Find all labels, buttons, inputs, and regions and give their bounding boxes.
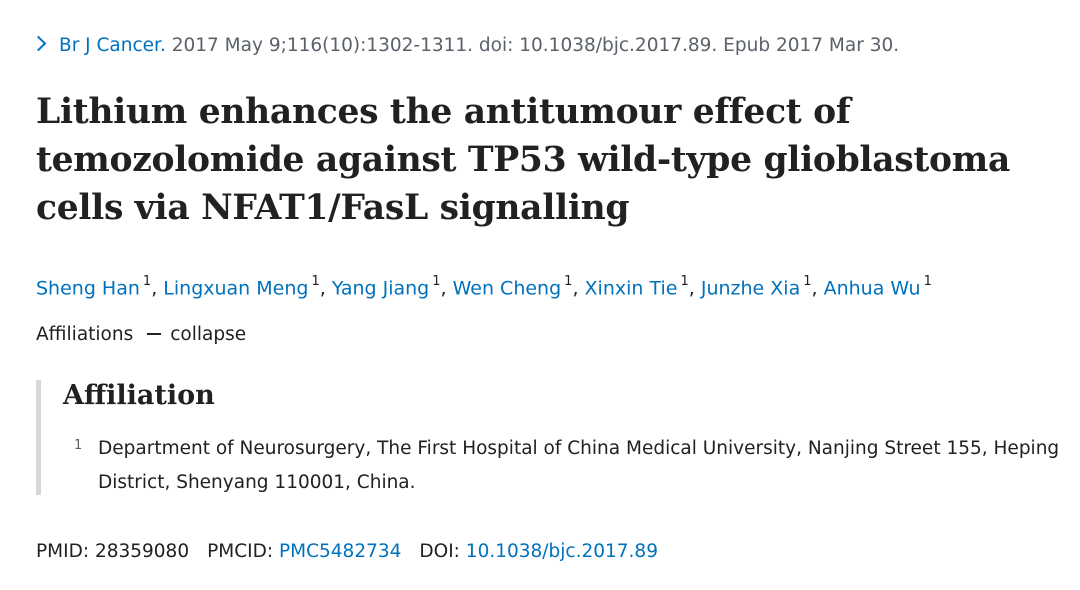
affiliation-heading: Affiliation [63, 380, 215, 411]
affiliations-toggle[interactable]: Affiliations collapse [36, 322, 246, 348]
author-link[interactable]: Anhua Wu [823, 277, 921, 300]
article-title: Lithium enhances the antitumour effect o… [36, 92, 1011, 228]
author-separator: , [811, 277, 824, 300]
citation-details: 2017 May 9;116(10):1302-1311. doi: 10.10… [165, 35, 900, 56]
author-link[interactable]: Wen Cheng [452, 277, 562, 300]
author-list: Sheng Han 1, Lingxuan Meng 1, Yang Jiang 1,… [36, 270, 932, 302]
collapse-button[interactable]: collapse [170, 324, 247, 345]
author-link[interactable]: Yang Jiang [331, 277, 430, 300]
chevron-right-icon[interactable] [30, 35, 47, 52]
author-affiliation-ref[interactable]: 1 [680, 274, 689, 289]
citation-line: Br J Cancer. 2017 May 9;116(10):1302-131… [30, 33, 900, 59]
affiliation-panel: Affiliation 1 Department of Neurosurgery… [36, 380, 1071, 495]
affiliations-label: Affiliations [36, 324, 134, 345]
pmcid-link[interactable]: PMC5482734 [278, 541, 402, 562]
pmid-value: 28359080 [94, 541, 190, 562]
author-separator: , [151, 277, 164, 300]
minus-icon [147, 333, 162, 335]
author-affiliation-ref[interactable]: 1 [564, 274, 573, 289]
author-link[interactable]: Lingxuan Meng [163, 277, 309, 300]
author-separator: , [440, 277, 453, 300]
pmcid-label: PMCID: [207, 541, 279, 562]
identifiers-line: PMID: 28359080 PMCID: PMC5482734 DOI: 10.1… [36, 538, 658, 566]
author-affiliation-ref[interactable]: 1 [142, 274, 152, 289]
affiliation-text: Department of Neurosurgery, The First Ho… [98, 438, 1060, 493]
author-link[interactable]: Sheng Han [36, 277, 140, 300]
doi-link[interactable]: 10.1038/bjc.2017.89 [465, 541, 658, 562]
author-separator: , [319, 277, 332, 300]
author-link[interactable]: Xinxin Tie [584, 277, 678, 300]
author-affiliation-ref[interactable]: 1 [311, 274, 320, 289]
author-separator: , [572, 277, 585, 300]
author-affiliation-ref[interactable]: 1 [432, 274, 441, 289]
author-affiliation-ref[interactable]: 1 [923, 274, 932, 289]
author-link[interactable]: Junzhe Xia [700, 277, 801, 300]
journal-link[interactable]: Br J Cancer. [59, 35, 166, 56]
affiliation-number: 1 [74, 438, 83, 453]
pmid-label: PMID: [36, 541, 95, 562]
doi-label: DOI: [419, 541, 466, 562]
author-affiliation-ref[interactable]: 1 [803, 274, 812, 289]
author-separator: , [688, 277, 701, 300]
